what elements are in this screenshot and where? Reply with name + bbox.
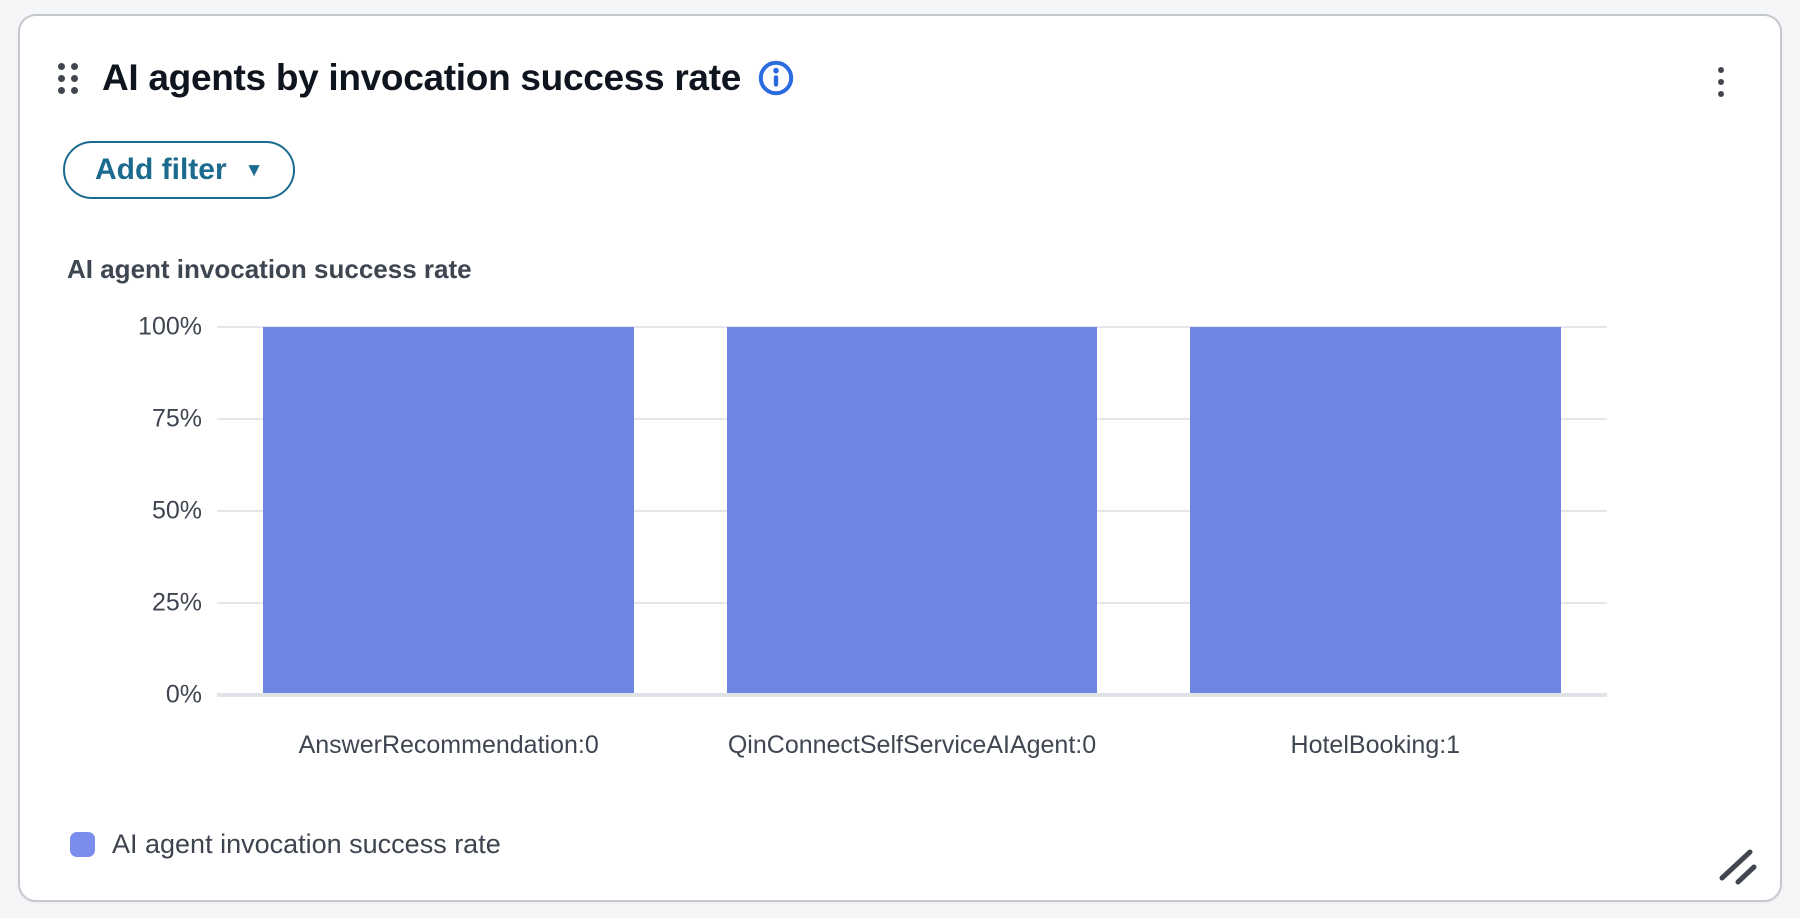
y-tick-label: 25% bbox=[151, 588, 202, 617]
y-tick-label: 0% bbox=[165, 680, 202, 709]
x-axis-baseline bbox=[217, 693, 1607, 697]
y-axis: 100% 75% 50% 25% 0% bbox=[60, 313, 202, 709]
legend-label: AI agent invocation success rate bbox=[112, 829, 501, 859]
plot-area bbox=[217, 326, 1607, 697]
x-axis-label: HotelBooking:1 bbox=[1290, 731, 1461, 759]
info-icon[interactable] bbox=[757, 59, 795, 97]
add-filter-label: Add filter bbox=[95, 153, 227, 186]
x-axis: AnswerRecommendation:0 QinConnectSelfServ… bbox=[217, 731, 1607, 760]
bars-container bbox=[217, 327, 1607, 695]
resize-handle-icon[interactable] bbox=[1712, 840, 1760, 888]
bar-slot bbox=[680, 327, 1143, 695]
widget-header: AI agents by invocation success rate bbox=[58, 52, 1690, 104]
drag-handle-icon[interactable] bbox=[58, 62, 78, 94]
bar-slot bbox=[217, 327, 680, 695]
widget-title: AI agents by invocation success rate bbox=[102, 57, 741, 98]
y-tick-label: 50% bbox=[151, 496, 202, 525]
kebab-menu-icon[interactable] bbox=[1704, 60, 1738, 104]
y-tick-label: 100% bbox=[138, 312, 202, 341]
x-axis-label: QinConnectSelfServiceAIAgent:0 bbox=[727, 731, 1097, 759]
x-axis-label: AnswerRecommendation:0 bbox=[298, 731, 599, 759]
chart-legend: AI agent invocation success rate bbox=[70, 829, 501, 860]
chevron-down-icon: ▼ bbox=[244, 160, 264, 181]
bar[interactable] bbox=[1189, 327, 1561, 693]
bar-slot bbox=[1144, 327, 1607, 695]
bar[interactable] bbox=[263, 327, 634, 693]
chart-title: AI agent invocation success rate bbox=[67, 254, 472, 284]
widget-card: AI agents by invocation success rate Add… bbox=[18, 14, 1782, 902]
legend-swatch bbox=[70, 832, 95, 857]
bar[interactable] bbox=[726, 327, 1098, 693]
y-tick-label: 75% bbox=[151, 404, 202, 433]
add-filter-button[interactable]: Add filter ▼ bbox=[63, 141, 296, 199]
